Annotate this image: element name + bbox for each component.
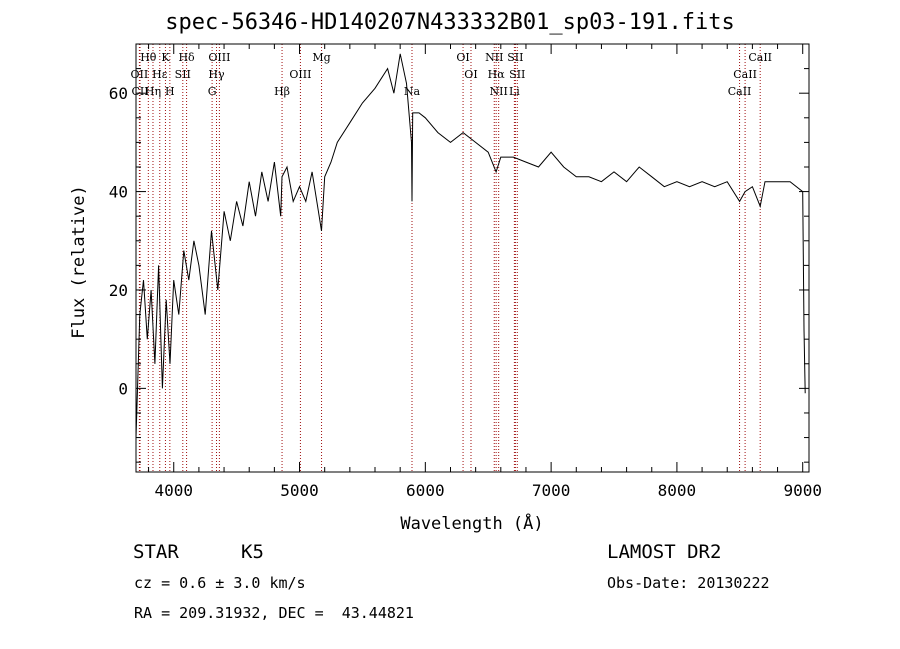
spectral-line-label: SII bbox=[175, 68, 191, 81]
x-tick-label: 9000 bbox=[783, 481, 822, 500]
spectral-line-label: Hη bbox=[145, 85, 161, 98]
y-tick-label: 0 bbox=[118, 379, 128, 398]
spectrum-series-line bbox=[135, 53, 806, 438]
coordinates-label: RA = 209.31932, DEC = 43.44821 bbox=[134, 604, 414, 622]
spectral-line-label: CaII bbox=[733, 68, 757, 81]
page-title: spec-56346-HD140207N433332B01_sp03-191.f… bbox=[165, 10, 735, 35]
spectral-line-label: Hδ bbox=[178, 51, 195, 64]
spectral-line-label: Hγ bbox=[208, 68, 225, 81]
spectral-line-label: CaII bbox=[748, 51, 772, 64]
spectral-line-label: Hε bbox=[152, 68, 168, 81]
y-tick-label: 60 bbox=[109, 84, 128, 103]
spectral-line-label: NII bbox=[490, 85, 508, 98]
spectral-line-label: OIII bbox=[289, 68, 311, 81]
spectral-line-label: Hθ bbox=[140, 51, 157, 64]
survey-label: LAMOST DR2 bbox=[607, 541, 722, 563]
x-tick-label: 5000 bbox=[280, 481, 319, 500]
subclass-label: K5 bbox=[241, 541, 264, 563]
line-markers bbox=[138, 44, 761, 472]
y-tick-label: 20 bbox=[109, 281, 128, 300]
spectral-line-label: OI bbox=[464, 68, 477, 81]
spectral-line-label: H bbox=[165, 85, 175, 98]
redshift-label: cz = 0.6 ± 3.0 km/s bbox=[134, 574, 306, 592]
spectral-line-label: Mg bbox=[312, 51, 330, 64]
plot-frame bbox=[135, 43, 810, 473]
y-tick-label: 40 bbox=[109, 183, 128, 202]
class-label: STAR bbox=[133, 541, 179, 563]
spectral-line-label: Li bbox=[509, 85, 520, 98]
x-tick-label: 7000 bbox=[532, 481, 571, 500]
spectral-line-label: SII bbox=[507, 51, 523, 64]
x-tick-label: 8000 bbox=[658, 481, 697, 500]
y-axis: 0 20 40 60 bbox=[109, 68, 809, 463]
spectral-line-label: Hα bbox=[488, 68, 506, 81]
spectral-line-label: NII bbox=[485, 51, 503, 64]
spectral-line-label: CaII bbox=[728, 85, 752, 98]
spectral-line-label: OII bbox=[131, 68, 149, 81]
x-axis: 4000 5000 6000 7000 8000 9000 bbox=[148, 44, 822, 500]
spectral-line-label: G bbox=[208, 85, 217, 98]
spectral-line-label: SII bbox=[509, 68, 525, 81]
obs-date-label: Obs-Date: 20130222 bbox=[607, 574, 770, 592]
y-axis-label: Flux (relative) bbox=[69, 185, 89, 339]
spectral-line-label: OIII bbox=[208, 51, 230, 64]
spectral-line-label: K bbox=[161, 51, 170, 64]
spectral-line-label: Na bbox=[404, 85, 421, 98]
x-tick-label: 4000 bbox=[154, 481, 193, 500]
spectral-line-label: Hβ bbox=[274, 85, 290, 98]
x-axis-label: Wavelength (Å) bbox=[400, 512, 543, 534]
spectral-line-label: OI bbox=[456, 51, 469, 64]
x-tick-label: 6000 bbox=[406, 481, 445, 500]
